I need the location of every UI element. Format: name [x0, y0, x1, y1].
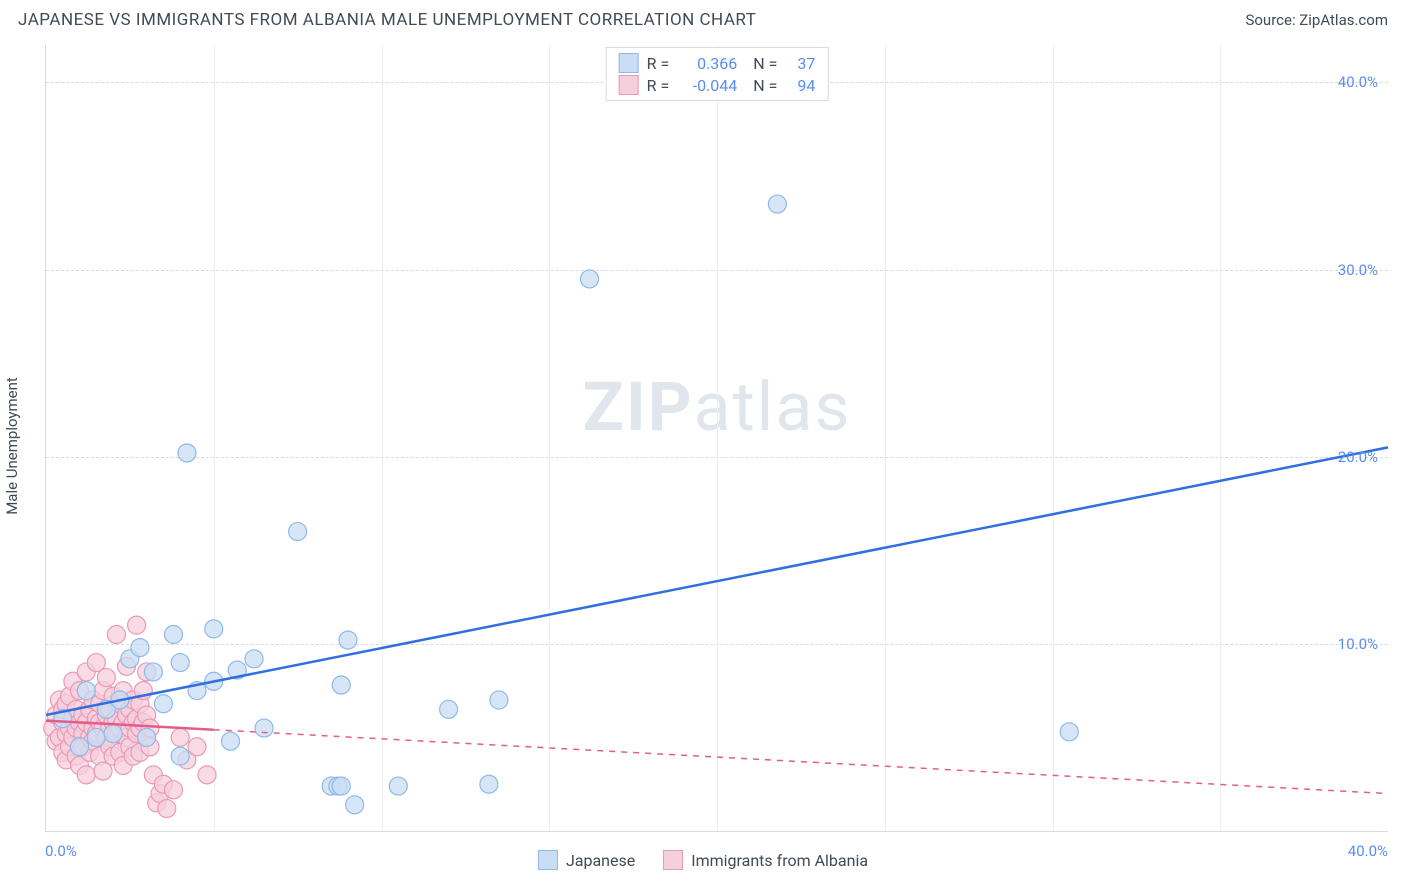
data-point [87, 728, 105, 746]
data-point [346, 796, 364, 814]
chart-title: JAPANESE VS IMMIGRANTS FROM ALBANIA MALE… [18, 10, 756, 30]
legend-swatch-icon [663, 850, 683, 870]
legend-label-albania: Immigrants from Albania [691, 851, 868, 870]
source-label: Source: ZipAtlas.com [1245, 11, 1388, 29]
legend-row-albania: R = -0.044 N = 94 [619, 74, 816, 96]
legend-row-japanese: R = 0.366 N = 37 [619, 52, 816, 74]
data-point [332, 777, 350, 795]
legend-r-label: R = [647, 54, 670, 73]
data-point [71, 738, 89, 756]
data-point [138, 728, 156, 746]
chart-plot-area: ZIPatlas R = 0.366 N = 37 R = -0.044 N =… [45, 45, 1388, 832]
data-point [198, 766, 216, 784]
legend-swatch-icon [538, 850, 558, 870]
data-point [77, 682, 95, 700]
data-point [339, 631, 357, 649]
data-point [289, 523, 307, 541]
data-point [222, 732, 240, 750]
y-tick-label: 10.0% [1338, 635, 1378, 653]
data-point [77, 766, 95, 784]
legend-n-value-japanese: 37 [785, 54, 815, 73]
data-point [128, 616, 146, 634]
data-point [205, 620, 223, 638]
legend-item-japanese: Japanese [538, 850, 635, 870]
y-tick-label: 20.0% [1338, 448, 1378, 466]
data-point [144, 663, 162, 681]
y-tick-label: 30.0% [1338, 261, 1378, 279]
data-point [255, 719, 273, 737]
scatter-plot-svg [46, 45, 1388, 831]
data-point [164, 781, 182, 799]
data-point [440, 700, 458, 718]
data-point [164, 626, 182, 644]
x-tick-min: 0.0% [45, 842, 77, 860]
data-point [154, 695, 172, 713]
data-point [389, 777, 407, 795]
data-point [581, 270, 599, 288]
data-point [131, 639, 149, 657]
legend-n-label: N = [745, 76, 777, 95]
x-tick-max: 40.0% [1348, 842, 1388, 860]
data-point [171, 728, 189, 746]
data-point [158, 800, 176, 818]
data-point [480, 775, 498, 793]
data-point [245, 650, 263, 668]
data-point [107, 626, 125, 644]
legend-r-value-albania: -0.044 [677, 76, 737, 95]
data-point [178, 444, 196, 462]
legend-n-label: N = [745, 54, 777, 73]
legend-item-albania: Immigrants from Albania [663, 850, 868, 870]
data-point [171, 654, 189, 672]
trend-line [46, 447, 1388, 715]
legend-r-label: R = [647, 76, 670, 95]
data-point [97, 669, 115, 687]
data-point [171, 747, 189, 765]
y-axis-label: Male Unemployment [3, 377, 21, 515]
y-tick-label: 40.0% [1338, 73, 1378, 91]
legend-swatch-albania [619, 75, 639, 95]
correlation-legend: R = 0.366 N = 37 R = -0.044 N = 94 [606, 47, 829, 101]
data-point [768, 195, 786, 213]
series-legend: Japanese Immigrants from Albania [538, 850, 868, 870]
legend-n-value-albania: 94 [785, 76, 815, 95]
data-point [104, 725, 122, 743]
legend-r-value-japanese: 0.366 [677, 54, 737, 73]
legend-label-japanese: Japanese [566, 851, 635, 870]
data-point [332, 676, 350, 694]
legend-swatch-japanese [619, 53, 639, 73]
data-point [1060, 723, 1078, 741]
data-point [188, 738, 206, 756]
data-point [490, 691, 508, 709]
